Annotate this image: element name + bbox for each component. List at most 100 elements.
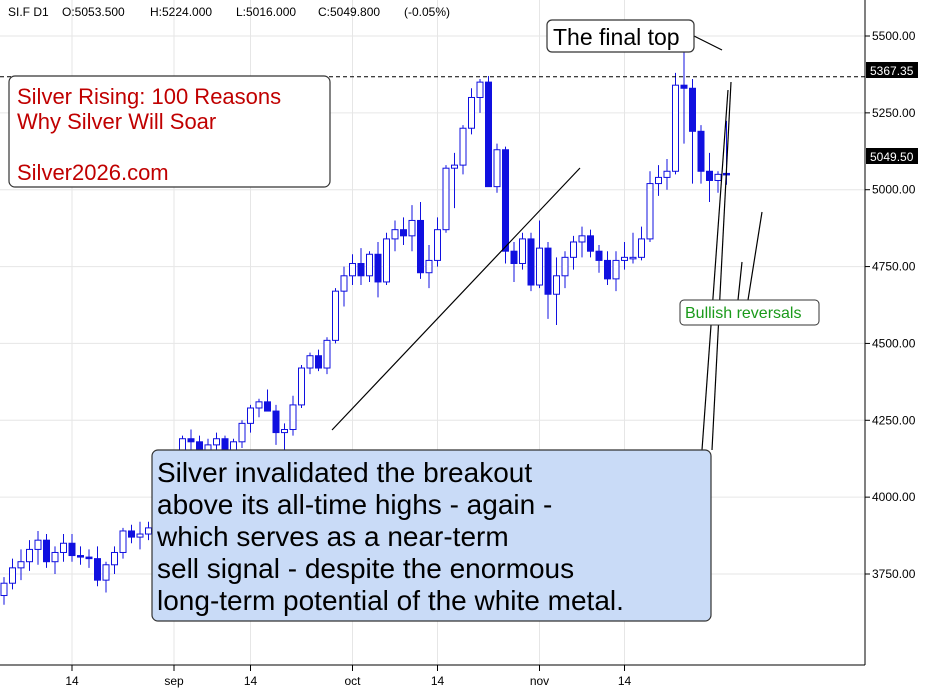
candle-body-up — [459, 127, 467, 166]
main-callout-line-5: long-term potential of the white metal. — [157, 585, 624, 616]
candle-body-up — [621, 256, 628, 261]
candle — [680, 51, 688, 144]
candle — [374, 241, 382, 298]
candle — [476, 79, 484, 113]
callout-pointer-b — [711, 81, 732, 451]
candle-body-up — [332, 290, 339, 341]
main-callout-line-2: above its all-time highs - again - — [157, 489, 552, 520]
candle — [451, 152, 458, 209]
candle-body-down — [485, 81, 492, 188]
candle-body-up — [136, 533, 144, 538]
candle-body-down — [680, 84, 688, 89]
candle-body-down — [43, 539, 50, 563]
candle — [519, 232, 526, 270]
candle-body-up — [60, 542, 67, 553]
time-axis: 14 sep 14 oct 14 nov 14 — [65, 665, 631, 688]
candle — [264, 389, 271, 412]
candle — [111, 546, 118, 574]
candle-body-up — [298, 367, 305, 406]
candle-body-up — [9, 567, 16, 584]
candle-body-down — [94, 558, 101, 581]
bullish-box — [679, 299, 820, 326]
final-top-box — [546, 19, 695, 53]
candle-body-down — [68, 542, 76, 557]
candle — [85, 549, 93, 568]
candle — [9, 558, 16, 590]
candle — [255, 398, 263, 418]
candle — [340, 266, 348, 307]
candle-body-up — [111, 551, 118, 566]
candle-body-up — [451, 164, 458, 169]
candle-body-up — [0, 582, 8, 597]
candle — [60, 534, 67, 562]
candle-body-up — [383, 238, 390, 283]
candle — [578, 226, 586, 258]
main-callout-line-3: which serves as a near-term — [156, 521, 509, 552]
candle — [417, 202, 424, 279]
candle-body-down — [187, 438, 195, 443]
bullish-label: Bullish reversals — [685, 305, 801, 322]
candle — [315, 349, 322, 372]
time-tick-label: 14 — [65, 674, 79, 688]
open-value: O:5053.500 — [62, 5, 125, 19]
candle — [408, 205, 416, 252]
candle — [68, 534, 76, 562]
last-price-tag — [866, 148, 918, 164]
candle-body-down — [400, 229, 407, 237]
candle — [26, 540, 33, 571]
candle-body-down — [510, 250, 518, 264]
candle — [587, 229, 594, 258]
main-callout-line-1: Silver invalidated the breakout — [157, 457, 532, 488]
main-callout-box — [151, 449, 712, 622]
candle — [332, 288, 339, 344]
candle-body-down — [604, 259, 611, 280]
final-top-pointer — [693, 35, 723, 51]
candle — [510, 241, 518, 282]
candle-body-up — [646, 183, 654, 240]
candle-body-up — [663, 170, 671, 178]
main-callout-line-4: sell signal - despite the enormous — [157, 553, 574, 584]
candle-body-up — [442, 167, 450, 231]
high-line-tag — [866, 62, 918, 78]
candle — [553, 257, 560, 325]
candle-body-up — [247, 407, 254, 424]
candle — [672, 72, 679, 175]
candle — [323, 337, 331, 375]
candle-body-up — [306, 355, 314, 369]
candle-body-up — [323, 339, 331, 369]
candle-body-down — [544, 247, 552, 295]
symbol-label: SI.F D1 — [8, 5, 49, 19]
candle — [706, 152, 713, 203]
candle — [94, 546, 101, 587]
candle-body-up — [672, 84, 679, 172]
candle — [187, 429, 195, 452]
candle-body-up — [536, 247, 543, 286]
price-tick-label: 4500.00 — [872, 336, 916, 350]
candle — [468, 88, 475, 135]
change-value: (-0.05%) — [404, 5, 450, 19]
candle-body-up — [213, 438, 220, 446]
candle — [247, 404, 254, 433]
candle — [485, 75, 492, 188]
candle-body-up — [519, 238, 526, 264]
candle-body-down — [128, 530, 135, 538]
candle-body-up — [493, 149, 501, 188]
candle — [289, 395, 297, 436]
candle — [425, 245, 433, 289]
candle — [0, 577, 8, 605]
candle — [128, 524, 135, 544]
candle — [621, 241, 628, 270]
candle-body-down — [374, 253, 382, 283]
candle-body-up — [281, 429, 288, 434]
candle — [102, 561, 110, 593]
promo-line-1: Silver Rising: 100 Reasons — [17, 84, 281, 109]
candle-body-up — [34, 539, 42, 550]
candle — [714, 171, 722, 193]
promo-line-3: Silver2026.com — [17, 160, 169, 185]
time-tick-label: 14 — [244, 674, 258, 688]
price-tick-label: 3750.00 — [872, 567, 916, 581]
time-tick-label: nov — [530, 674, 549, 688]
candle — [629, 232, 637, 264]
candle — [595, 245, 603, 273]
